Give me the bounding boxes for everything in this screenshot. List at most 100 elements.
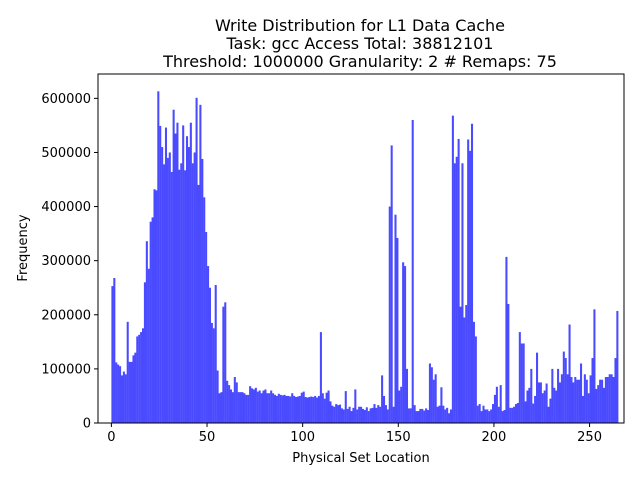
histogram-bar — [509, 407, 512, 423]
histogram-bar — [511, 407, 514, 423]
histogram-bar — [147, 268, 150, 423]
histogram-bar — [270, 390, 273, 423]
histogram-bar — [610, 374, 613, 423]
histogram-bar — [245, 394, 248, 423]
histogram-bar — [281, 395, 284, 423]
histogram-bar — [597, 385, 600, 423]
histogram-bar — [532, 403, 535, 423]
histogram-bar — [252, 389, 255, 423]
y-axis: 0 100000 200000 300000 400000 500000 600000 — [41, 92, 98, 432]
histogram-bar — [132, 355, 135, 423]
histogram-bar — [591, 358, 594, 423]
histogram-bar — [216, 370, 219, 423]
histogram-bar — [159, 125, 162, 423]
histogram-bar — [381, 375, 384, 423]
histogram-bar — [501, 411, 504, 423]
histogram-bar — [444, 409, 447, 423]
histogram-bar — [191, 163, 194, 423]
histogram-bar — [189, 122, 192, 423]
histogram-bar — [170, 171, 173, 423]
histogram-bar — [289, 396, 292, 423]
histogram-bar — [383, 395, 386, 423]
histogram-bar — [287, 395, 290, 423]
histogram-bar — [310, 396, 313, 423]
histogram-bar — [226, 380, 229, 423]
histogram-bar — [117, 364, 120, 423]
histogram-bar — [285, 395, 288, 423]
histogram-bar — [589, 375, 592, 423]
histogram-bar — [300, 392, 303, 423]
histogram-bar — [396, 237, 399, 423]
histogram-bar — [568, 324, 571, 423]
histogram-bar — [220, 392, 223, 423]
histogram-bar — [493, 394, 496, 423]
histogram-bar — [363, 410, 366, 423]
histogram-bar — [490, 409, 493, 423]
histogram-bar — [407, 408, 410, 423]
histogram-bar — [486, 409, 489, 423]
histogram-bar — [601, 379, 604, 423]
histogram-bar — [350, 411, 353, 423]
histogram-bar — [178, 169, 181, 423]
histogram-bar — [356, 409, 359, 423]
histogram-bar — [348, 406, 351, 423]
histogram-bar — [258, 390, 261, 423]
histogram-bar — [251, 388, 254, 423]
histogram-bar — [277, 393, 280, 423]
histogram-bar — [564, 358, 567, 423]
histogram-bar — [235, 382, 238, 423]
histogram-bar — [384, 405, 387, 423]
histogram-bar — [425, 408, 428, 423]
histogram-bar — [256, 391, 259, 423]
x-axis-label: Physical Set Location — [292, 451, 429, 466]
histogram-bar — [539, 382, 542, 423]
histogram-bar — [141, 328, 145, 423]
histogram-bar — [461, 163, 464, 423]
histogram-bar — [340, 408, 343, 423]
histogram-bar — [415, 411, 418, 423]
x-tick-label: 150 — [386, 430, 411, 445]
histogram-bar — [570, 377, 573, 423]
histogram-bar — [115, 362, 118, 423]
histogram-bar — [585, 379, 588, 423]
histogram-bar — [317, 395, 321, 423]
y-tick-label: 600000 — [41, 92, 91, 107]
histogram-bar — [176, 122, 179, 423]
histogram-bar — [365, 407, 368, 423]
histogram-bar — [474, 336, 477, 423]
histogram-bar — [530, 368, 533, 423]
histogram-bar — [342, 409, 345, 423]
histogram-bar — [264, 389, 267, 423]
histogram-bar — [182, 125, 185, 424]
histogram-bar — [421, 408, 424, 423]
histogram-bar — [316, 397, 319, 423]
histogram-bar — [428, 363, 431, 423]
histogram-bar — [404, 266, 407, 423]
histogram-bar — [279, 394, 282, 423]
histogram-bar — [557, 368, 560, 423]
histogram-bar — [367, 411, 370, 423]
histogram-bar — [247, 394, 250, 423]
histogram-bar — [360, 406, 363, 423]
histogram-bar — [398, 390, 401, 423]
histogram-bar — [371, 407, 374, 423]
histogram-bar — [222, 306, 225, 423]
histogram-bar — [323, 398, 326, 423]
histogram-bar — [352, 407, 355, 423]
histogram-bar — [457, 138, 460, 423]
histogram-bar — [283, 394, 286, 423]
histogram-bar — [394, 214, 397, 423]
y-tick-label: 300000 — [41, 254, 91, 269]
histogram-bar — [337, 405, 340, 423]
histogram-bar — [423, 410, 426, 423]
histogram-bar — [241, 392, 244, 423]
x-tick-label: 200 — [482, 430, 507, 445]
histogram-bar — [553, 387, 556, 423]
histogram-bar — [549, 398, 552, 423]
histogram-bar — [541, 393, 544, 423]
histogram-bar — [358, 406, 361, 423]
chart-title-line-2: Task: gcc Access Total: 38812101 — [226, 34, 494, 53]
histogram-bar — [608, 374, 611, 423]
histogram-bar — [228, 385, 231, 423]
histogram-bar — [534, 395, 537, 423]
